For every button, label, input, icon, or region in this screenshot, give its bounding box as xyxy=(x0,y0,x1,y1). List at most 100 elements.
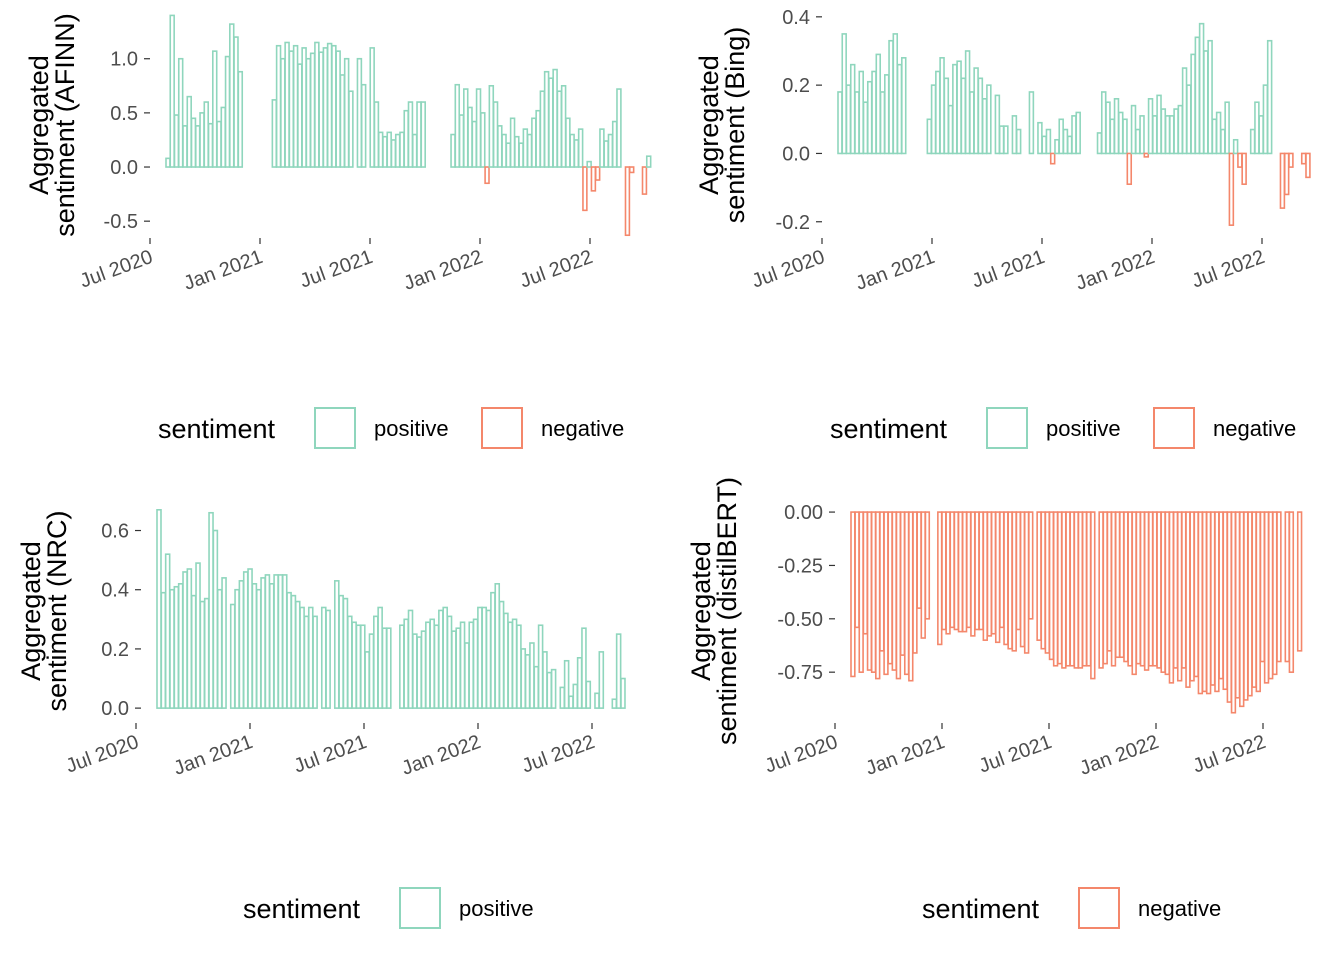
bar xyxy=(850,511,856,678)
bar xyxy=(1081,511,1088,667)
bar xyxy=(1085,511,1092,667)
bar xyxy=(1119,511,1125,659)
bar xyxy=(1272,511,1278,676)
bar xyxy=(539,90,546,168)
bar xyxy=(294,600,301,709)
bar xyxy=(970,511,976,637)
legend-key-negative xyxy=(1153,407,1195,449)
bar xyxy=(326,42,333,168)
bar xyxy=(477,606,483,709)
bar xyxy=(1148,511,1154,667)
bar xyxy=(381,627,388,709)
bar xyxy=(572,683,579,709)
y-axis-title-line2: sentiment (Bing) xyxy=(720,27,750,224)
bar xyxy=(164,553,171,709)
bar xyxy=(277,574,284,709)
bar xyxy=(173,114,180,168)
bar xyxy=(577,128,584,168)
afinn-panel: -0.5 0.0 0.5 1.0 Jul 2020 Jan 2021 Jul 2021 Jan… xyxy=(24,13,652,295)
bar xyxy=(866,80,873,155)
bar xyxy=(497,125,503,168)
x-tick-label: Jul 2022 xyxy=(519,731,598,778)
bar xyxy=(977,77,984,155)
bar xyxy=(615,633,622,709)
bar xyxy=(420,630,427,709)
bar xyxy=(355,624,362,709)
bar xyxy=(1028,511,1034,620)
bar xyxy=(1203,50,1209,155)
bar xyxy=(229,603,236,709)
bar xyxy=(943,77,950,155)
bar xyxy=(238,580,245,709)
bar xyxy=(411,133,418,168)
bar xyxy=(177,57,184,168)
bar xyxy=(949,511,955,629)
bar xyxy=(594,166,601,181)
bar xyxy=(481,606,488,709)
bar xyxy=(866,511,873,671)
bar xyxy=(484,166,490,185)
bar xyxy=(360,624,366,709)
bar xyxy=(1194,36,1201,155)
bar xyxy=(1220,128,1226,155)
bar xyxy=(998,125,1005,155)
x-tick-label: Jan 2021 xyxy=(171,731,256,780)
bar xyxy=(1181,511,1187,669)
bar xyxy=(524,654,531,709)
bar xyxy=(229,23,235,168)
bar xyxy=(1198,22,1205,155)
y-tick-label: 0.0 xyxy=(110,157,138,179)
bar xyxy=(1044,511,1051,654)
bar xyxy=(1255,511,1261,693)
bar xyxy=(309,52,316,168)
bar xyxy=(964,50,971,155)
bar xyxy=(542,651,548,709)
bar xyxy=(870,511,877,673)
bar xyxy=(271,99,278,168)
bar xyxy=(994,94,1001,155)
bar xyxy=(1156,511,1162,669)
bar xyxy=(1122,118,1128,155)
bar xyxy=(1300,152,1307,165)
bar xyxy=(1147,98,1154,155)
bar xyxy=(314,41,320,168)
bar xyxy=(1073,511,1079,669)
y-axis-title-line2: sentiment (AFINN) xyxy=(50,13,80,237)
bar xyxy=(1205,511,1212,695)
bar xyxy=(255,588,262,709)
bar xyxy=(1036,511,1042,641)
bar xyxy=(543,70,550,168)
bar xyxy=(981,98,988,155)
bar xyxy=(1266,39,1273,155)
bar xyxy=(463,88,469,168)
bar xyxy=(468,621,475,709)
bar xyxy=(420,101,426,168)
bar xyxy=(920,511,926,639)
bar xyxy=(1232,138,1239,155)
bar xyxy=(186,568,193,709)
bar xyxy=(645,155,652,168)
bar xyxy=(399,624,405,709)
legend-key-positive xyxy=(399,887,441,929)
bar xyxy=(1143,511,1150,671)
bar xyxy=(390,139,397,168)
bar xyxy=(307,606,314,709)
bar xyxy=(966,511,972,629)
bar xyxy=(641,166,648,195)
bar xyxy=(535,109,541,168)
bar xyxy=(1114,511,1121,659)
bar xyxy=(1011,115,1018,155)
x-tick-label: Jul 2021 xyxy=(297,246,376,293)
bar xyxy=(498,600,505,709)
bar xyxy=(1177,104,1184,155)
legend-label-positive: positive xyxy=(1046,416,1121,441)
bar xyxy=(1077,511,1084,669)
bar xyxy=(284,41,290,168)
x-tick-label: Jul 2021 xyxy=(976,731,1055,778)
bar xyxy=(1156,94,1162,155)
bar xyxy=(1263,511,1270,684)
bar xyxy=(1041,135,1047,155)
bar xyxy=(467,106,473,168)
bar xyxy=(1276,511,1282,663)
